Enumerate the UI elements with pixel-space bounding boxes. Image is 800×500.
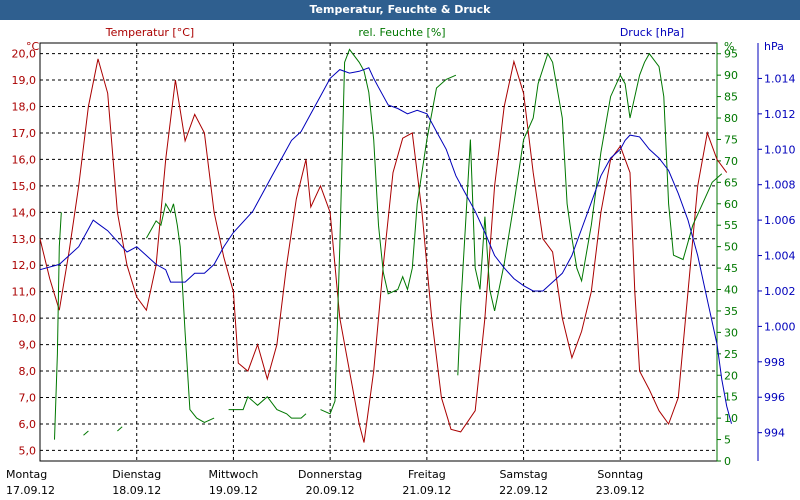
pressure-tick-label: 1.000 [764,320,796,333]
pressure-tick-label: 1.002 [764,285,796,298]
humidity-tick-label: 10 [724,412,738,425]
temperature-tick-label: 9,0 [19,339,37,352]
temperature-tick-label: 8,0 [19,365,37,378]
pressure-tick-label: 994 [764,427,785,440]
pressure-tick-label: 998 [764,356,785,369]
x-tick-date: 21.09.12 [402,484,451,497]
temperature-unit-label: °C [26,40,40,53]
pressure-tick-label: 996 [764,391,785,404]
pressure-tick-label: 1.014 [764,72,796,85]
x-tick-day: Donnerstag [298,468,362,481]
pressure-tick-label: 1.006 [764,214,796,227]
weather-chart: 5,0 6,0 7,0 8,0 9,0 10,0 11,0 12,0 13,0 14,0 15,0 1… [6,26,796,497]
temperature-tick-label: 11,0 [12,286,37,299]
chart-title: Temperatur, Feuchte & Druck [0,0,800,20]
humidity-series-line [228,395,307,419]
x-tick-date: 22.09.12 [499,484,548,497]
humidity-tick-label: 5 [724,434,731,447]
humidity-tick-label: 85 [724,91,738,104]
temperature-tick-label: 7,0 [19,392,37,405]
humidity-series-line [320,48,457,415]
temperature-tick-label: 6,0 [19,418,37,431]
temperature-tick-label: 19,0 [12,74,37,87]
temperature-tick-label: 10,0 [12,312,37,325]
x-tick-day: Freitag [408,468,446,481]
plot-frame [39,42,718,462]
legend-pressure: Druck [hPa] [620,26,684,39]
legend-temperature: Temperatur [°C] [105,26,194,39]
x-tick-date: 23.09.12 [596,484,645,497]
humidity-tick-label: 80 [724,112,738,125]
pressure-tick-label: 1.004 [764,250,796,263]
x-tick-date: 20.09.12 [306,484,355,497]
x-tick-date: 17.09.12 [6,484,55,497]
humidity-tick-label: 45 [724,262,738,275]
pressure-tick-label: 1.010 [764,143,796,156]
humidity-tick-label: 35 [724,305,738,318]
humidity-series-line [83,430,89,436]
humidity-tick-label: 30 [724,326,738,339]
humidity-tick-label: 75 [724,133,738,146]
temperature-series-line [39,58,728,443]
x-tick-date: 19.09.12 [209,484,258,497]
humidity-tick-label: 55 [724,219,738,232]
humidity-tick-label: 70 [724,155,738,168]
x-tick-day: Dienstag [112,468,161,481]
humidity-tick-label: 90 [724,69,738,82]
temperature-tick-label: 13,0 [12,233,37,246]
pressure-series-line [39,67,732,424]
temperature-tick-label: 20,0 [12,48,37,61]
temperature-tick-label: 18,0 [12,100,37,113]
humidity-tick-label: 0 [724,455,731,468]
x-tick-date: 18.09.12 [112,484,161,497]
pressure-tick-label: 1.008 [764,179,796,192]
humidity-series-line [117,426,123,432]
humidity-tick-label: 15 [724,391,738,404]
legend-humidity: rel. Feuchte [%] [358,26,445,39]
pressure-unit-label: hPa [764,40,784,53]
temperature-tick-label: 15,0 [12,180,37,193]
humidity-series-line [54,212,62,440]
humidity-tick-label: 65 [724,176,738,189]
temperature-tick-label: 14,0 [12,206,37,219]
temperature-tick-label: 17,0 [12,127,37,140]
x-tick-day: Sonntag [597,468,643,481]
humidity-unit-label: % [724,40,734,53]
pressure-tick-label: 1.012 [764,108,796,121]
humidity-tick-label: 95 [724,48,738,61]
x-tick-day: Mittwoch [208,468,258,481]
humidity-tick-label: 40 [724,284,738,297]
humidity-tick-label: 60 [724,198,738,211]
x-tick-day: Montag [6,468,47,481]
temperature-tick-label: 5,0 [19,444,37,457]
humidity-tick-label: 50 [724,241,738,254]
humidity-series-line [145,202,215,423]
x-tick-day: Samstag [499,468,547,481]
humidity-tick-label: 25 [724,348,738,361]
temperature-tick-label: 16,0 [12,153,37,166]
humidity-series-line [457,52,723,376]
humidity-tick-label: 20 [724,369,738,382]
temperature-tick-label: 12,0 [12,259,37,272]
